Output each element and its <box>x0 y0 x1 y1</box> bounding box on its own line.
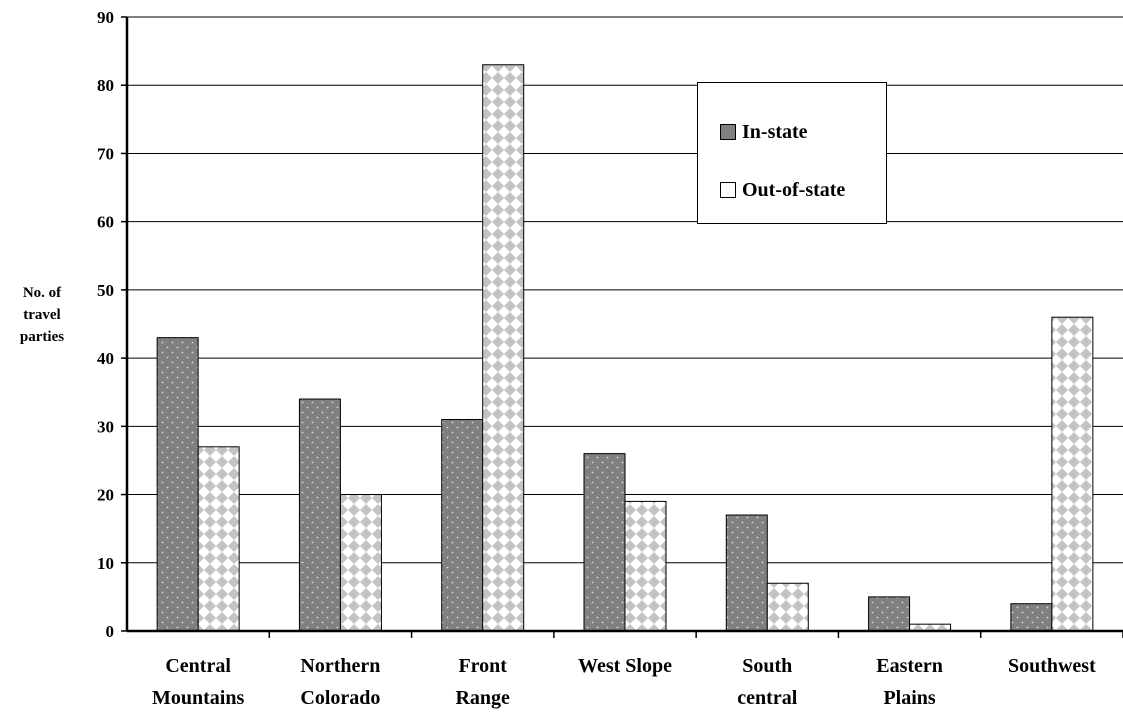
y-tick-label: 70 <box>97 144 114 163</box>
y-axis-label-line: No. of <box>22 285 62 301</box>
bar-out-of-state <box>339 494 382 632</box>
category-label: Southwest <box>1008 655 1096 677</box>
bar-in-state <box>298 398 341 632</box>
y-tick-label: 30 <box>97 417 114 436</box>
y-tick-label: 80 <box>97 76 114 95</box>
gridlines <box>127 16 1123 564</box>
bar-in-state <box>583 453 626 632</box>
legend-label-out-of-state: Out-of-state <box>742 178 846 201</box>
y-tick-label: 60 <box>97 213 114 232</box>
bar-out-of-state <box>624 500 667 632</box>
bar-out-of-state <box>1051 316 1094 632</box>
y-tick-label: 90 <box>97 8 114 27</box>
y-tick-label: 10 <box>97 554 114 573</box>
bar-in-state <box>441 419 484 632</box>
y-tick-label: 20 <box>97 486 114 505</box>
bar-out-of-state <box>482 64 525 632</box>
y-tick-label: 50 <box>97 281 114 300</box>
y-axis-label-line: parties <box>19 329 65 345</box>
category-label: Front Range <box>455 655 510 709</box>
legend-swatch-in-state <box>720 124 736 140</box>
legend-item-in-state: In-state <box>720 121 808 143</box>
category-label: Eastern Plains <box>876 655 943 709</box>
bar-out-of-state <box>766 582 809 632</box>
category-labels: Central Mountains Northern Colorado Front Ran… <box>152 655 1096 709</box>
legend: In-state Out-of-state <box>697 82 887 224</box>
bar-in-state <box>868 596 911 632</box>
category-label: West Slope <box>578 655 672 677</box>
bar-in-state <box>725 514 768 632</box>
legend-label-in-state: In-state <box>742 120 808 143</box>
y-tick-label: 0 <box>106 622 115 641</box>
category-label: Northern Colorado <box>300 655 380 709</box>
bars <box>156 64 1094 632</box>
category-label: South central <box>737 655 797 709</box>
y-tick-label: 40 <box>97 349 114 368</box>
bar-in-state <box>1010 603 1053 632</box>
y-axis-label-line: travel <box>23 307 61 323</box>
y-tick-labels: 0 10 20 30 40 50 60 70 80 90 <box>97 8 114 641</box>
legend-item-out-of-state: Out-of-state <box>720 179 845 201</box>
legend-swatch-out-of-state <box>720 182 736 198</box>
bar-out-of-state <box>197 446 240 632</box>
y-axis-label: No. of travel parties <box>2 282 82 348</box>
category-label: Central Mountains <box>152 655 244 709</box>
axes <box>121 16 1123 638</box>
bar-in-state <box>156 337 199 632</box>
